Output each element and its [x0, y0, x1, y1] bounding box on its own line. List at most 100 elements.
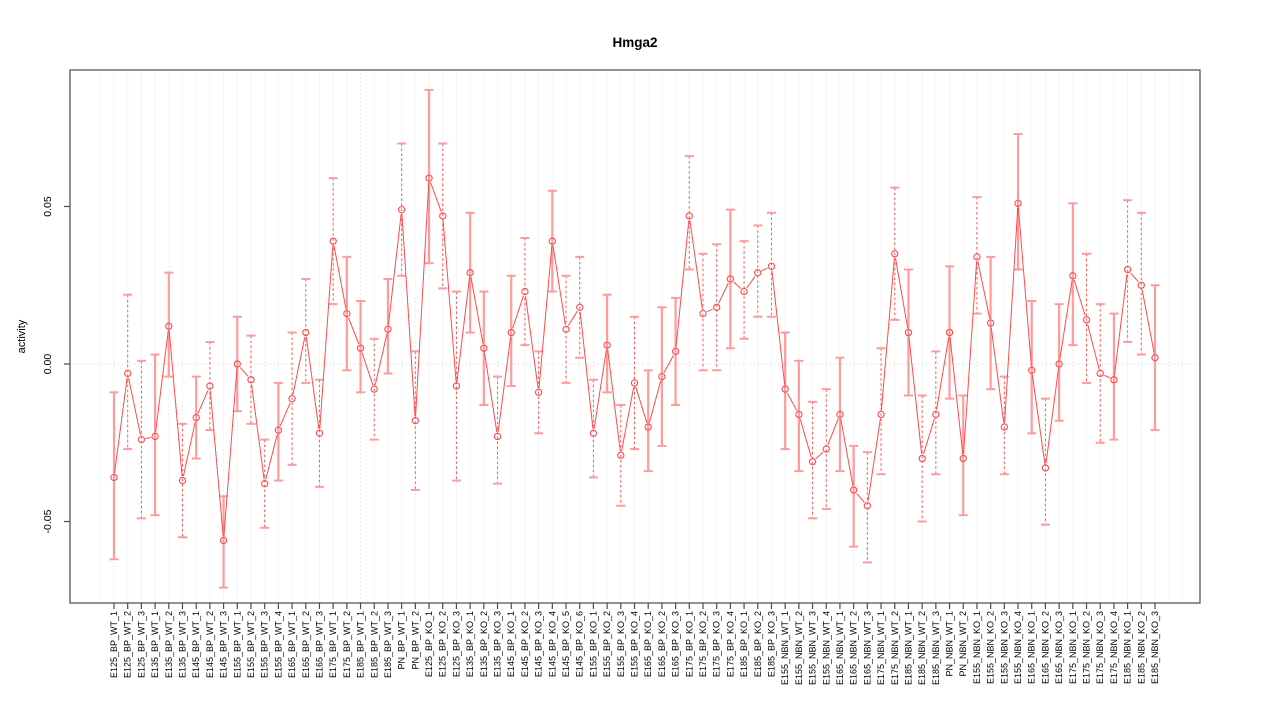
x-tick-label: E165_NBN_KO_2 [1040, 611, 1050, 684]
x-tick-label: E175_NBN_KO_4 [1109, 611, 1119, 684]
data-point-marker [288, 394, 296, 403]
x-tick-label: E175_NBN_WT_2 [890, 611, 900, 685]
x-tick-label: E125_BP_KO_3 [451, 611, 461, 677]
series-line-segment [827, 418, 839, 446]
series-line-segment [579, 311, 594, 429]
x-tick-label: E185_NBN_WT_2 [917, 611, 927, 685]
data-point-marker [630, 379, 639, 387]
x-tick-label: E135_BP_KO_3 [493, 611, 503, 677]
x-tick-label: PN_BP_WT_2 [410, 611, 420, 670]
x-tick-label: E145_BP_KO_4 [547, 611, 557, 677]
data-point-marker [548, 237, 556, 245]
x-tick-label: E155_BP_WT_4 [273, 611, 283, 678]
x-tick-label: E135_BP_WT_1 [150, 611, 160, 678]
series-line-segment [786, 392, 798, 411]
series-line-segment [567, 310, 578, 326]
data-point-marker [1000, 423, 1008, 431]
data-point-marker [603, 341, 611, 349]
data-point-marker [1123, 265, 1132, 274]
series-line-segment [990, 327, 1005, 423]
series-line-segment [1004, 207, 1019, 423]
series-line-segment [867, 418, 881, 502]
series-line-segment [1045, 368, 1060, 464]
data-point-marker [452, 382, 461, 390]
series-line-segment [145, 436, 151, 440]
x-tick-label: E125_BP_KO_2 [438, 611, 448, 677]
series-line-segment [880, 258, 895, 410]
x-tick-label: E145_BP_KO_2 [520, 611, 530, 677]
series-line-segment [607, 349, 621, 451]
data-point-marker [754, 268, 762, 277]
series-line-segment [484, 352, 498, 433]
x-tick-label: E165_NBN_WT_1 [835, 611, 845, 685]
y-tick-label: 0.05 [42, 196, 54, 217]
data-point-marker [425, 174, 433, 182]
x-tick-label: E135_BP_KO_2 [479, 611, 489, 677]
data-point-marker [932, 410, 940, 419]
series-line-segment [621, 387, 635, 452]
x-tick-label: E155_BP_WT_1 [232, 611, 242, 678]
data-point-marker [343, 309, 351, 318]
series-line-segment [333, 245, 347, 310]
series-line-segment [1031, 374, 1046, 464]
x-tick-label: E175_BP_KO_2 [698, 611, 708, 677]
series-line-segment [908, 336, 923, 455]
x-tick-label: E145_BP_WT_2 [205, 611, 215, 678]
x-tick-label: E175_NBN_KO_3 [1095, 611, 1105, 684]
x-tick-label: E185_BP_WT_3 [383, 611, 393, 678]
data-point-marker [370, 385, 378, 393]
series-line-segment [761, 267, 768, 272]
series-line-segment [223, 368, 238, 536]
series-line-segment [977, 261, 991, 319]
data-point-marker [644, 423, 652, 431]
x-tick-label: E155_NBN_KO_2 [986, 611, 996, 684]
data-point-marker [904, 328, 913, 337]
data-point-marker [397, 205, 406, 214]
data-point-marker [1041, 464, 1050, 472]
x-tick-label: E165_BP_KO_1 [643, 611, 653, 677]
series-line-segment [663, 355, 674, 373]
series-line-segment [525, 295, 539, 388]
x-tick-label: E155_BP_WT_3 [260, 611, 270, 678]
data-point-marker [891, 250, 899, 258]
series-line-segment [197, 389, 209, 414]
x-tick-label: E165_NBN_KO_3 [1054, 611, 1064, 684]
x-tick-label: E125_BP_WT_3 [136, 611, 146, 678]
series-line-segment [348, 317, 360, 345]
data-point-marker [206, 382, 214, 390]
series-line-segment [1113, 273, 1128, 376]
data-point-marker [589, 429, 598, 437]
x-tick-label: E165_BP_KO_3 [671, 611, 681, 677]
series-line-segment [675, 220, 690, 347]
data-point-marker [274, 426, 283, 434]
data-point-marker [713, 303, 721, 311]
data-point-marker [699, 309, 707, 318]
data-point-marker [808, 457, 817, 466]
series-line-segment [771, 270, 786, 385]
x-tick-label: E165_BP_WT_1 [287, 611, 297, 678]
x-tick-label: E155_BP_WT_2 [246, 611, 256, 678]
x-tick-label: E185_BP_WT_2 [369, 611, 379, 678]
data-point-marker [822, 445, 830, 453]
data-point-marker [137, 435, 146, 444]
data-point-marker [1082, 316, 1091, 324]
series-line-segment [1104, 374, 1111, 379]
data-point-marker [576, 303, 584, 311]
x-tick-label: E145_BP_KO_1 [506, 611, 516, 677]
x-tick-label: E175_BP_WT_2 [342, 611, 352, 678]
series-line-segment [949, 336, 964, 455]
series-line-segment [239, 367, 249, 377]
data-point-marker [261, 480, 269, 488]
data-point-marker [219, 536, 228, 545]
data-point-marker [795, 410, 803, 419]
data-point-marker [767, 262, 776, 270]
y-tick-label: -0.05 [42, 509, 54, 533]
series-line-segment [1073, 279, 1086, 316]
data-point-marker [850, 486, 858, 494]
series-line-segment [895, 258, 909, 329]
y-tick-label: 0.00 [42, 354, 54, 375]
x-tick-label: E135_BP_WT_3 [177, 611, 187, 678]
data-point-marker [329, 237, 337, 245]
x-tick-label: E125_BP_KO_1 [424, 611, 434, 677]
data-point-marker [1055, 360, 1063, 368]
